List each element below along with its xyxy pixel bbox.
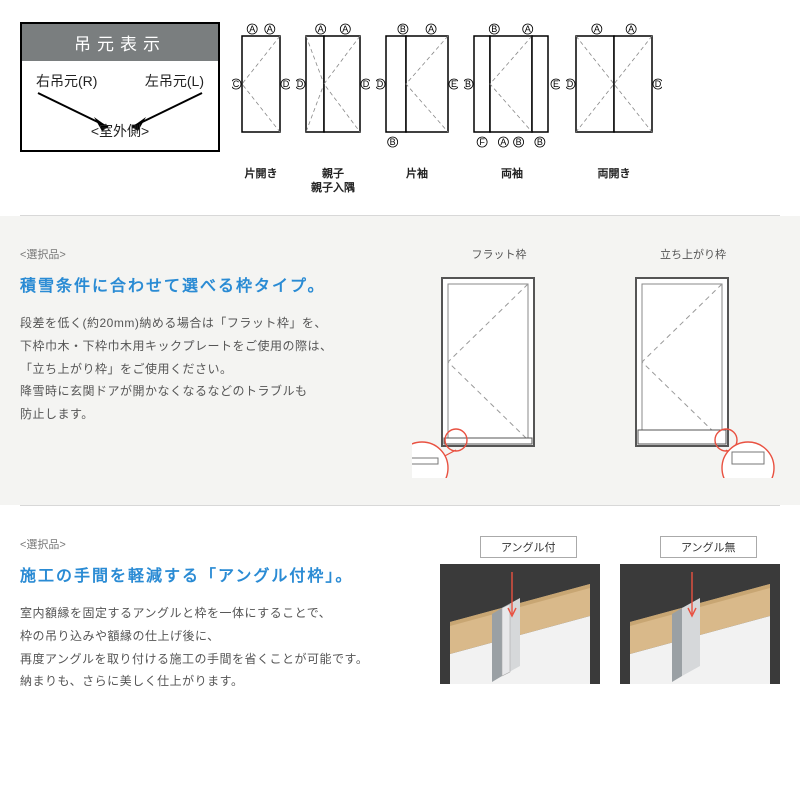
frame-diagram-raised bbox=[606, 268, 780, 478]
svg-text:A: A bbox=[342, 24, 348, 34]
door-diagram-double: A A D D bbox=[566, 22, 662, 158]
svg-text:B: B bbox=[390, 137, 396, 147]
option-tag: <選択品> bbox=[20, 536, 430, 552]
frame-label-raised: 立ち上がり枠 bbox=[606, 246, 780, 262]
svg-text:B: B bbox=[537, 137, 543, 147]
angle-frame-text: <選択品> 施工の手間を軽減する「アングル付枠」。 室内額縁を固定するアングルと… bbox=[20, 536, 440, 693]
door-type-single: A A C D 片開き bbox=[232, 22, 290, 181]
svg-text:A: A bbox=[594, 24, 600, 34]
door-diagram-single: A A C D bbox=[232, 22, 290, 158]
svg-text:D: D bbox=[655, 79, 662, 89]
angle-headline: 施工の手間を軽減する「アングル付枠」。 bbox=[20, 562, 430, 586]
hinge-left-label: 左吊元(L) bbox=[145, 71, 204, 91]
door-type-side-panel: B A D E B 片袖 bbox=[376, 22, 458, 181]
frame-type-text: <選択品> 積雪条件に合わせて選べる枠タイプ。 段差を低く(約20mm)納める場… bbox=[20, 246, 412, 481]
svg-text:A: A bbox=[249, 24, 255, 34]
door-caption-double-side: 両袖 bbox=[464, 167, 560, 181]
door-type-double-side: BABEFBAB両袖 bbox=[464, 22, 560, 181]
frame-label-flat: フラット枠 bbox=[412, 246, 586, 262]
angle-figures: アングル付 アングル無 bbox=[440, 536, 780, 693]
svg-text:B: B bbox=[400, 24, 406, 34]
svg-text:D: D bbox=[283, 79, 290, 89]
angle-variant-no-angle: アングル無 bbox=[620, 536, 780, 693]
door-type-row: AACD片開きAADD親子親子入隅BADEB片袖BABEFBAB両袖AADD両開… bbox=[232, 22, 662, 196]
door-caption-parent-child: 親子親子入隅 bbox=[296, 167, 370, 196]
svg-text:F: F bbox=[479, 137, 485, 147]
angle-photo-no-angle bbox=[620, 564, 780, 684]
door-caption-double: 両開き bbox=[566, 167, 662, 181]
angle-frame-section: <選択品> 施工の手間を軽減する「アングル付枠」。 室内額縁を固定するアングルと… bbox=[0, 506, 800, 723]
option-tag: <選択品> bbox=[20, 246, 402, 262]
svg-text:D: D bbox=[377, 79, 384, 89]
hinge-outside-label: <室外側> bbox=[91, 121, 149, 141]
frame-fig-raised: 立ち上がり枠 bbox=[606, 246, 780, 481]
angle-photo-with-angle bbox=[440, 564, 600, 684]
door-caption-single: 片開き bbox=[232, 167, 290, 181]
svg-text:A: A bbox=[628, 24, 634, 34]
hinge-box-title: 吊元表示 bbox=[22, 24, 218, 61]
door-type-double: A A D D 両開き bbox=[566, 22, 662, 181]
door-diagram-double-side: BABEFBAB bbox=[464, 22, 560, 158]
frame-diagram-flat bbox=[412, 268, 586, 478]
hinge-indicator-box: 吊元表示 右吊元(R) 左吊元(L) <室外側> bbox=[20, 22, 220, 152]
angle-label-with-angle: アングル付 bbox=[480, 536, 577, 558]
hinge-right-label: 右吊元(R) bbox=[36, 71, 97, 91]
hinge-box-body: 右吊元(R) 左吊元(L) <室外側> bbox=[22, 61, 218, 147]
svg-text:D: D bbox=[567, 79, 574, 89]
svg-text:E: E bbox=[451, 79, 457, 89]
svg-text:A: A bbox=[318, 24, 324, 34]
svg-text:B: B bbox=[491, 24, 497, 34]
svg-text:C: C bbox=[233, 79, 240, 89]
door-type-parent-child: A A D D 親子親子入隅 bbox=[296, 22, 370, 196]
svg-text:A: A bbox=[428, 24, 434, 34]
svg-text:A: A bbox=[267, 24, 273, 34]
angle-variant-with-angle: アングル付 bbox=[440, 536, 600, 693]
svg-text:B: B bbox=[465, 79, 471, 89]
frame-body-text: 段差を低く(約20mm)納める場合は「フラット枠」を、下枠巾木・下枠巾木用キック… bbox=[20, 312, 402, 426]
frame-fig-flat: フラット枠 bbox=[412, 246, 586, 481]
frame-figures: フラット枠 立ち上がり枠 bbox=[412, 246, 780, 481]
door-diagram-side-panel: B A D E B bbox=[376, 22, 458, 158]
svg-text:A: A bbox=[500, 137, 506, 147]
door-diagram-parent-child: A A D D bbox=[296, 22, 370, 158]
svg-text:A: A bbox=[525, 24, 531, 34]
hinge-diagram-section: 吊元表示 右吊元(R) 左吊元(L) <室外側> AACD片開きAADD親子親子… bbox=[0, 0, 800, 215]
frame-type-section: <選択品> 積雪条件に合わせて選べる枠タイプ。 段差を低く(約20mm)納める場… bbox=[0, 216, 800, 505]
door-caption-side-panel: 片袖 bbox=[376, 167, 458, 181]
svg-text:D: D bbox=[363, 79, 370, 89]
svg-text:D: D bbox=[297, 79, 304, 89]
angle-label-no-angle: アングル無 bbox=[660, 536, 757, 558]
frame-headline: 積雪条件に合わせて選べる枠タイプ。 bbox=[20, 272, 402, 296]
svg-text:B: B bbox=[516, 137, 522, 147]
svg-text:E: E bbox=[553, 79, 559, 89]
angle-body-text: 室内額縁を固定するアングルと枠を一体にすることで、枠の吊り込みや額縁の仕上げ後に… bbox=[20, 602, 430, 693]
